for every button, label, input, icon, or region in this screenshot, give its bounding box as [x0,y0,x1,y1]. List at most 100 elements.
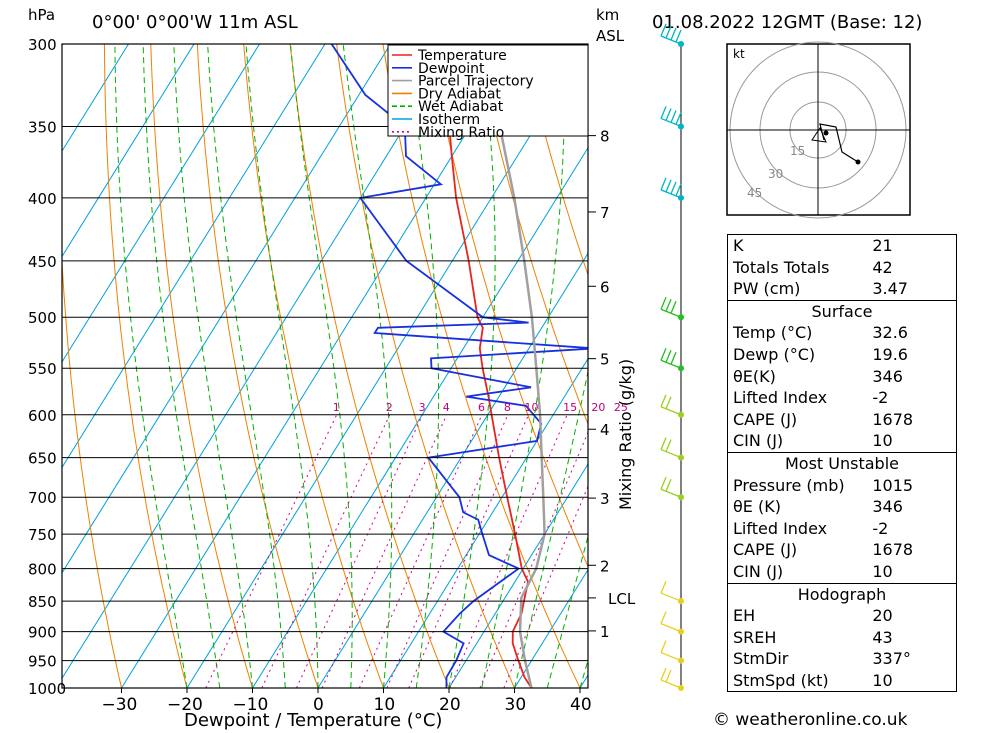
mixing-ratio-label: 2 [386,401,393,414]
isotherm-line [252,146,588,688]
copyright-footer[interactable]: © weatheronline.co.uk [713,710,908,730]
surface-cin-row: CIN (J) 10 [728,430,956,452]
stmspd-value: 10 [872,670,893,690]
wind-barb-flag [665,25,672,39]
hodograph-ring-label: 30 [768,167,783,181]
hodograph-trace [819,123,859,163]
totals-totals-value: 42 [872,257,893,277]
mixing-ratio-line [449,414,568,688]
surface-dewp-label: Dewp (°C) [733,344,816,364]
height-ref-label: ASL [596,27,625,45]
pressure-tick-label: 950 [28,653,57,671]
pressure-tick-label: 450 [28,253,57,271]
pw-value: 3.47 [872,279,908,299]
isotherm-line [62,44,195,258]
isotherm-line [186,44,588,688]
wind-barb-flag [665,349,672,363]
surface-dewp-value: 19.6 [872,344,908,364]
x-axis-label: Dewpoint / Temperature (°C) [184,710,443,731]
wind-barb-flag [660,640,667,653]
wind-barb-flag [660,476,667,490]
wind-barb-dot [678,123,684,130]
legend-entry-label: Mixing Ratio [418,125,504,141]
x-tick-label: −30 [102,695,138,715]
isotherm-line [62,44,129,153]
km-tick-label: 1 [600,623,610,641]
surface-cin-label: CIN (J) [733,431,784,451]
wind-barb-flag [670,110,677,123]
surface-cape-row: CAPE (J) 1678 [728,409,956,431]
wind-barb-staff [660,488,682,498]
isotherm-line [317,252,588,688]
pressure-tick-label: 350 [28,118,57,136]
mu-pressure-row: Pressure (mb) 1015 [728,475,956,497]
wind-barb-flag [660,296,667,310]
temperature-series-line [438,44,533,688]
surface-cin-value: 10 [872,431,893,451]
legend-entry-label: Temperature [417,48,507,64]
mu-cape-row: CAPE (J) 1678 [728,539,956,561]
surface-temp-row: Temp (°C) 32.6 [728,322,956,344]
wind-barb-flag [660,611,667,624]
wind-barb-staff [660,651,682,662]
pressure-tick-label: 500 [28,309,57,327]
mixing-ratio-line [321,414,448,688]
x-tick-label: 0 [313,695,324,715]
mixing-ratio-label: 8 [504,401,511,414]
mixing-ratio-line [296,414,424,688]
km-tick-label: 4 [600,421,610,439]
mu-li-row: Lifted Index -2 [728,518,956,540]
surface-theta-row: θE(K) 346 [728,366,956,388]
mu-li-label: Lifted Index [733,518,828,538]
totals-totals-label: Totals Totals [733,257,830,277]
isotherm-line [383,357,588,688]
k-index-value: 21 [872,236,893,255]
mixing-ratio-line [386,414,509,688]
sreh-row: SREH 43 [728,627,956,649]
wind-barb-flag [675,183,682,197]
mixing-ratio-label: 10 [524,401,538,414]
mu-pressure-label: Pressure (mb) [733,475,845,495]
wind-barb-flag [670,27,677,41]
mu-cape-value: 1678 [872,540,914,560]
pressure-tick-label: 600 [28,407,57,425]
x-tick-label: 10 [374,695,396,715]
hodograph-ring-label: 45 [747,186,762,200]
wind-barb-flag [660,177,667,191]
surface-li-value: -2 [872,388,889,408]
totals-totals-row: Totals Totals 42 [728,257,956,279]
legend-entry-label: Dewpoint [418,61,485,77]
wind-barb-staff [660,592,682,602]
mu-cin-label: CIN (J) [733,561,784,581]
wind-barb-flag [665,179,672,193]
wind-barb-flag [660,580,667,594]
mu-theta-label: θE (K) [733,497,781,517]
hodograph-endpoint [855,159,861,165]
km-tick-label: 6 [600,278,610,296]
x-tick-label: 30 [505,695,527,715]
wind-barb-flag [670,351,677,365]
mu-li-value: -2 [872,518,889,538]
mixing-ratio-line [205,414,338,688]
pw-row: PW (cm) 3.47 [728,278,956,300]
dry-adiabat-line [521,44,588,277]
wind-barb-flag [665,478,672,492]
stmspd-label: StmSpd (kt) [733,670,829,690]
x-tick-label: 20 [439,695,461,715]
eh-value: 20 [872,606,893,626]
surface-cape-label: CAPE (J) [733,409,798,429]
wind-barb-flag [670,181,677,195]
surface-theta-label: θE(K) [733,366,776,386]
height-unit-label: km [596,6,620,24]
mixing-ratio-label: 3 [419,401,426,414]
wind-barb-flag [665,396,672,410]
eh-label: EH [733,606,756,626]
dry-adiabat-line [103,44,188,688]
lcl-label: LCL [608,590,636,608]
pressure-tick-label: 750 [28,526,57,544]
eh-row: EH 20 [728,605,956,627]
legend-box [387,44,589,137]
wind-barb-staff [660,623,682,633]
dry-adiabat-line [987,44,1000,688]
